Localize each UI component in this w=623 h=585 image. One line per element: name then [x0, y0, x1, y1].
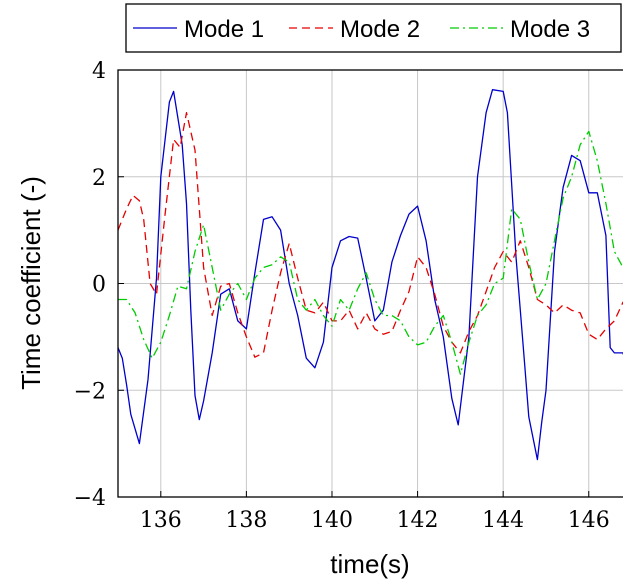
y-tick-label: −2: [74, 379, 106, 404]
y-tick-label: 4: [92, 59, 106, 84]
x-tick-label: 140: [311, 508, 353, 533]
legend: Mode 1 Mode 2 Mode 3: [125, 3, 622, 53]
x-tick-label: 142: [397, 508, 439, 533]
legend-label-mode-2: Mode 2: [340, 16, 420, 43]
y-axis-title: Time coefficient (-): [16, 176, 46, 390]
series-line-mode-2: [118, 112, 623, 358]
grid: [118, 69, 623, 498]
y-tick-label: 0: [92, 273, 106, 298]
y-tick-label: −4: [74, 486, 106, 511]
x-tick-label: 146: [568, 508, 610, 533]
axes: [117, 69, 623, 498]
y-tick-label: 2: [92, 166, 106, 191]
plot-frame: [117, 69, 623, 498]
legend-label-mode-1: Mode 1: [184, 16, 264, 43]
series-line-mode-3: [118, 130, 623, 375]
series-group: [118, 89, 623, 461]
legend-label-mode-3: Mode 3: [510, 16, 590, 43]
legend-box: [125, 3, 622, 53]
x-axis-title: time(s): [330, 549, 409, 579]
tick-labels: 136 138 140 142 144 146 −4 −2 0 2 4: [74, 59, 610, 533]
x-tick-label: 136: [140, 508, 182, 533]
x-tick-label: 138: [225, 508, 267, 533]
x-tick-label: 144: [482, 508, 524, 533]
